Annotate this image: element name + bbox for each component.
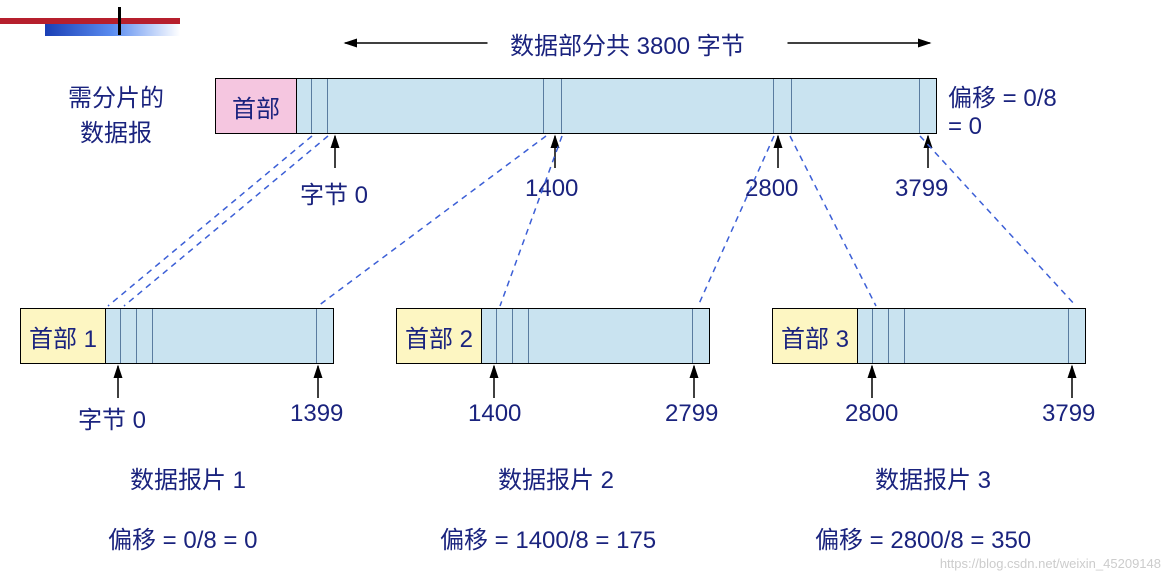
frag3-end-label: 3799 xyxy=(1042,400,1095,428)
main-data xyxy=(297,78,937,134)
data-divider xyxy=(919,79,920,133)
main-offset-l1: 偏移 = 0/8 xyxy=(948,78,1057,113)
decor-tick xyxy=(118,7,121,35)
data-divider xyxy=(791,79,792,133)
main-offset-l2: = 0 xyxy=(948,113,1057,141)
decor-blue-gradient xyxy=(45,24,180,36)
data-divider xyxy=(136,309,137,363)
data-divider xyxy=(528,309,529,363)
frag2-start-label: 1400 xyxy=(468,400,521,428)
fragment-data-2 xyxy=(482,308,710,364)
frag2-title: 数据报片 2 xyxy=(498,460,614,495)
data-divider xyxy=(152,309,153,363)
frag2-end-label: 2799 xyxy=(665,400,718,428)
fragment-header-2: 首部 2 xyxy=(396,308,482,364)
main-byte0-label: 字节 0 xyxy=(300,175,368,210)
main-header: 首部 xyxy=(215,78,297,134)
main-datagram: 首部 xyxy=(215,78,937,134)
data-span-label: 数据部分共 3800 字节 xyxy=(510,26,745,61)
frag3-start-label: 2800 xyxy=(845,400,898,428)
data-divider xyxy=(496,309,497,363)
data-divider xyxy=(773,79,774,133)
fragment-data-1 xyxy=(106,308,334,364)
main-2800-label: 2800 xyxy=(745,175,798,203)
datagram-label-l1: 需分片的 xyxy=(68,78,164,113)
data-divider xyxy=(1068,309,1069,363)
data-divider xyxy=(512,309,513,363)
main-1400-label: 1400 xyxy=(525,175,578,203)
frag3-offset: 偏移 = 2800/8 = 350 xyxy=(815,520,1031,555)
data-divider xyxy=(872,309,873,363)
frag1-end-label: 1399 xyxy=(290,400,343,428)
data-divider xyxy=(316,309,317,363)
data-divider xyxy=(561,79,562,133)
data-divider xyxy=(120,309,121,363)
frag1-title: 数据报片 1 xyxy=(130,460,246,495)
fragment-header-3: 首部 3 xyxy=(772,308,858,364)
frag1-start-label: 字节 0 xyxy=(78,400,146,435)
frag2-offset: 偏移 = 1400/8 = 175 xyxy=(440,520,656,555)
main-3799-label: 3799 xyxy=(895,175,948,203)
data-divider xyxy=(327,79,328,133)
fragment-3: 首部 3 xyxy=(772,308,1086,364)
watermark: https://blog.csdn.net/weixin_45209148 xyxy=(940,556,1161,571)
fragment-data-3 xyxy=(858,308,1086,364)
frag1-offset: 偏移 = 0/8 = 0 xyxy=(108,520,257,555)
data-divider xyxy=(888,309,889,363)
data-divider xyxy=(904,309,905,363)
data-divider xyxy=(543,79,544,133)
data-divider xyxy=(311,79,312,133)
frag3-title: 数据报片 3 xyxy=(875,460,991,495)
fragment-1: 首部 1 xyxy=(20,308,334,364)
data-divider xyxy=(692,309,693,363)
datagram-label-l2: 数据报 xyxy=(68,113,164,148)
fragment-2: 首部 2 xyxy=(396,308,710,364)
main-offset-label: 偏移 = 0/8 = 0 xyxy=(948,78,1057,141)
fragment-header-1: 首部 1 xyxy=(20,308,106,364)
datagram-label: 需分片的 数据报 xyxy=(68,78,164,148)
